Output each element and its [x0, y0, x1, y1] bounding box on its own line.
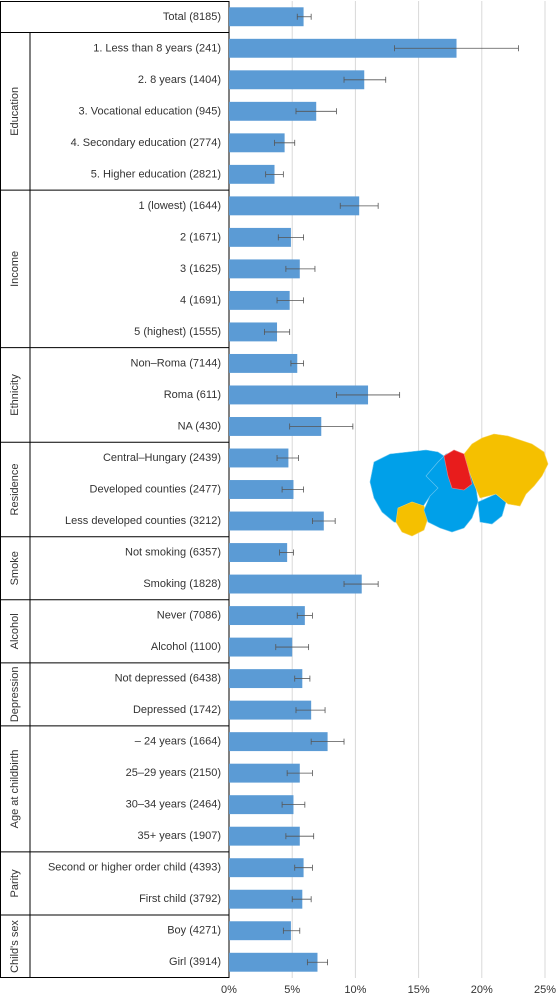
category-label: Total (8185) [163, 11, 221, 23]
bar [229, 417, 322, 436]
category-label: 2 (1671) [180, 231, 221, 243]
bar [229, 889, 303, 909]
category-label: 5 (highest) (1555) [134, 326, 221, 338]
bar [229, 574, 362, 594]
bar [229, 606, 305, 626]
bar [229, 38, 457, 58]
category-label: Depressed (1742) [133, 704, 221, 716]
category-label: 3. Vocational education (945) [79, 105, 222, 117]
bar [229, 637, 293, 657]
x-tick-label: 10% [344, 984, 366, 996]
bar [229, 290, 290, 310]
bar [229, 795, 294, 815]
category-label: First child (3792) [139, 893, 221, 905]
bar [229, 385, 369, 405]
map-region-less-developed-ne [463, 433, 549, 507]
bar [229, 227, 291, 247]
category-label: 4. Secondary education (2774) [71, 137, 221, 149]
bar [229, 826, 300, 846]
hungary-map [369, 433, 549, 537]
bar [229, 448, 289, 468]
category-label: 35+ years (1907) [138, 830, 221, 842]
category-label: 2. 8 years (1404) [138, 74, 221, 86]
group-label: Education [9, 87, 21, 136]
bar [229, 858, 304, 878]
bar [229, 164, 275, 184]
group-label: Parity [9, 869, 21, 898]
bar [229, 700, 312, 720]
bar [229, 353, 298, 373]
category-label: 4 (1691) [180, 294, 221, 306]
bar [229, 7, 304, 27]
group-label: Income [9, 251, 21, 287]
category-label: Roma (611) [164, 389, 221, 401]
category-label: Boy (4271) [167, 925, 221, 937]
category-label: Central–Hungary (2439) [103, 452, 221, 464]
category-label: Non–Roma (7144) [131, 357, 222, 369]
group-labels: Education Income Ethnicity Residence Smoke Al… [9, 87, 21, 973]
bar [229, 952, 318, 972]
group-label: Child's sex [9, 920, 21, 973]
category-label: Not smoking (6357) [125, 547, 221, 559]
category-frame [0, 1, 230, 978]
group-label: Depression [9, 667, 21, 723]
group-label: Alcohol [9, 613, 21, 649]
category-label: – 24 years (1664) [135, 736, 221, 748]
bar [229, 732, 328, 752]
category-label: Developed counties (2477) [90, 484, 221, 496]
x-tick-label: 15% [408, 984, 430, 996]
error-bars [263, 13, 519, 966]
bar [229, 322, 278, 342]
category-label: 3 (1625) [180, 263, 221, 275]
group-label: Residence [9, 464, 21, 516]
category-label: Smoking (1828) [143, 578, 221, 590]
category-label: 25–29 years (2150) [126, 767, 221, 779]
category-label: 1. Less than 8 years (241) [93, 42, 221, 54]
x-tick-label: 25% [534, 984, 556, 996]
bar [229, 669, 303, 689]
bar [229, 259, 300, 279]
map-region-budapest [443, 449, 473, 491]
x-tick-label: 20% [471, 984, 493, 996]
bar [229, 763, 300, 783]
category-label: 30–34 years (2464) [126, 799, 221, 811]
x-tick-label: 5% [284, 984, 300, 996]
category-labels: Total (8185) 1. Less than 8 years (241) 2.… [48, 11, 221, 968]
group-label: Smoke [9, 551, 21, 585]
map-region-less-developed-sw [395, 501, 429, 537]
category-label: 1 (lowest) (1644) [138, 200, 221, 212]
bar [229, 543, 288, 562]
bar [229, 101, 317, 121]
group-label: Age at childbirth [9, 749, 21, 828]
bar [229, 196, 360, 216]
category-label: Less developed counties (3212) [65, 515, 221, 527]
x-axis-ticks: 0% 5% 10% 15% 20% 25% [221, 984, 556, 996]
category-label: Not depressed (6438) [115, 673, 221, 685]
bar [229, 921, 291, 941]
bars [229, 7, 457, 972]
group-label: Ethnicity [9, 374, 21, 416]
category-label: Alcohol (1100) [151, 641, 221, 653]
category-label: 5. Higher education (2821) [91, 168, 221, 180]
bar [229, 480, 294, 499]
bar [229, 70, 365, 90]
category-label: Never (7086) [157, 610, 221, 622]
category-label: Second or higher order child (4393) [48, 862, 221, 874]
x-tick-label: 0% [221, 984, 237, 996]
category-label: NA (430) [178, 420, 221, 432]
bar [229, 133, 285, 153]
category-label: Girl (3914) [169, 956, 221, 968]
bar [229, 511, 324, 531]
